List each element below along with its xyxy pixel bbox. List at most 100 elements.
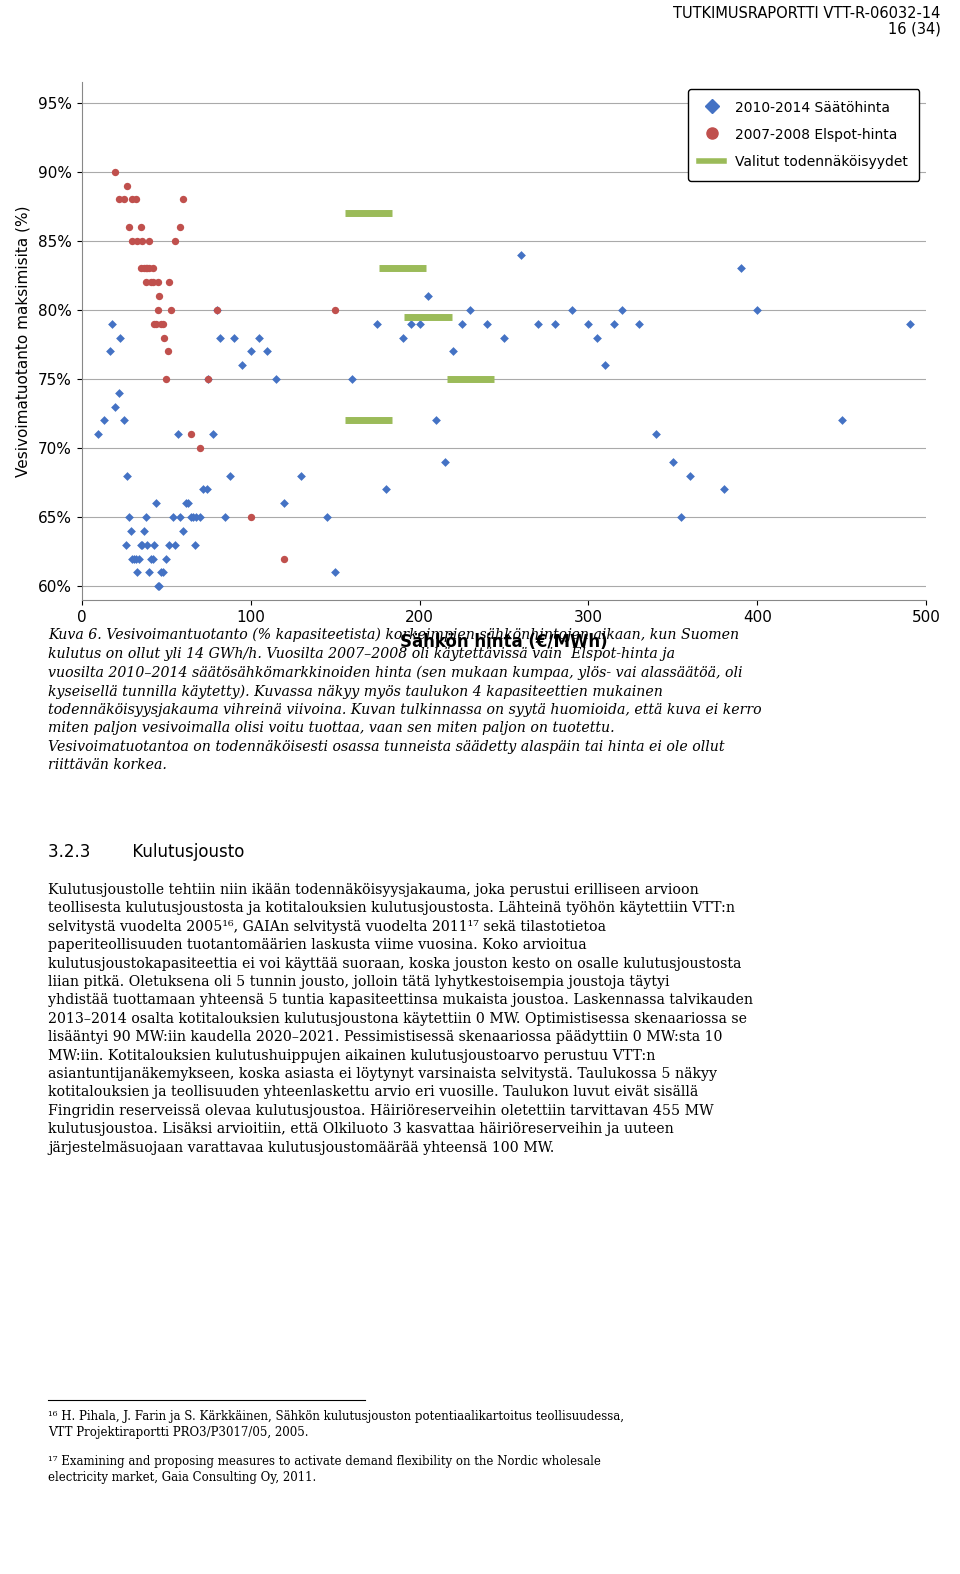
Point — [189, 505, 204, 530]
Point — [150, 269, 165, 294]
Point — [138, 505, 154, 530]
Point — [209, 297, 225, 323]
Point — [260, 338, 276, 364]
Point — [201, 367, 216, 392]
Point — [674, 505, 689, 530]
Point — [167, 532, 182, 557]
Point — [127, 546, 142, 571]
Point — [148, 312, 163, 337]
Point — [192, 436, 207, 461]
Point — [147, 312, 162, 337]
Point — [180, 491, 196, 516]
Point — [130, 228, 145, 253]
Point — [141, 257, 156, 282]
Point — [111, 187, 127, 212]
Point — [530, 312, 545, 337]
Point — [223, 463, 238, 488]
Point — [172, 214, 187, 239]
Text: 3.2.3        Kulutusjousto: 3.2.3 Kulutusjousto — [48, 844, 245, 861]
Point — [130, 560, 145, 586]
Point — [140, 532, 156, 557]
Point — [412, 312, 427, 337]
Point — [378, 477, 394, 502]
Point — [514, 242, 529, 268]
Point — [143, 269, 158, 294]
Point — [167, 228, 182, 253]
Text: 16 (34): 16 (34) — [888, 20, 941, 36]
Point — [145, 257, 160, 282]
Point — [138, 269, 154, 294]
Point — [606, 312, 621, 337]
Point — [145, 269, 160, 294]
Point — [496, 324, 512, 349]
X-axis label: Sähkön hinta (€/MWh): Sähkön hinta (€/MWh) — [400, 633, 608, 652]
Point — [125, 187, 140, 212]
Text: TUTKIMUSRAPORTTI VTT-R-06032-14: TUTKIMUSRAPORTTI VTT-R-06032-14 — [673, 5, 941, 20]
Point — [133, 532, 149, 557]
Point — [170, 422, 185, 447]
Point — [165, 505, 180, 530]
Point — [132, 546, 147, 571]
Point — [121, 505, 136, 530]
Point — [133, 214, 149, 239]
Point — [327, 560, 343, 586]
Text: ¹⁶ H. Pihala, J. Farin ja S. Kärkkäinen, Sähkön kulutusjouston potentiaalikartoi: ¹⁶ H. Pihala, J. Farin ja S. Kärkkäinen,… — [48, 1410, 624, 1439]
Point — [150, 573, 165, 598]
Point — [172, 505, 187, 530]
Point — [185, 505, 201, 530]
Point — [152, 573, 167, 598]
Point — [138, 257, 154, 282]
Point — [716, 477, 732, 502]
Point — [116, 408, 132, 433]
Point — [183, 505, 199, 530]
Text: Kulutusjoustolle tehtiin niin ikään todennäköisyysjakauma, joka perustui erillis: Kulutusjoustolle tehtiin niin ikään tode… — [48, 883, 753, 1155]
Point — [834, 408, 850, 433]
Point — [252, 324, 267, 349]
Point — [454, 312, 469, 337]
Point — [147, 532, 162, 557]
Point — [665, 449, 681, 474]
Point — [176, 518, 191, 543]
Point — [205, 422, 221, 447]
Legend: 2010-2014 Säätöhinta, 2007-2008 Elspot-hinta, Valitut todennäköisyydet: 2010-2014 Säätöhinta, 2007-2008 Elspot-h… — [688, 90, 920, 181]
Point — [162, 532, 178, 557]
Point — [134, 532, 150, 557]
Point — [294, 463, 309, 488]
Point — [96, 408, 111, 433]
Point — [103, 338, 118, 364]
Point — [176, 187, 191, 212]
Point — [437, 449, 452, 474]
Point — [196, 477, 211, 502]
Point — [140, 257, 156, 282]
Point — [901, 312, 917, 337]
Text: ¹⁷ Examining and proposing measures to activate demand flexibility on the Nordic: ¹⁷ Examining and proposing measures to a… — [48, 1454, 601, 1484]
Point — [199, 477, 214, 502]
Point — [212, 324, 228, 349]
Point — [162, 269, 178, 294]
Point — [403, 312, 419, 337]
Point — [201, 367, 216, 392]
Point — [598, 353, 613, 378]
Point — [141, 560, 156, 586]
Point — [125, 228, 140, 253]
Y-axis label: Vesivoimatuotanto maksimisita (%): Vesivoimatuotanto maksimisita (%) — [16, 205, 31, 477]
Point — [136, 257, 152, 282]
Point — [125, 546, 140, 571]
Point — [192, 505, 207, 530]
Point — [370, 312, 385, 337]
Point — [123, 518, 138, 543]
Point — [218, 505, 233, 530]
Point — [111, 381, 127, 406]
Point — [589, 324, 605, 349]
Point — [319, 505, 334, 530]
Point — [479, 312, 494, 337]
Point — [160, 338, 176, 364]
Point — [108, 159, 123, 184]
Point — [243, 505, 258, 530]
Point — [155, 560, 170, 586]
Point — [141, 228, 156, 253]
Point — [148, 491, 163, 516]
Point — [268, 367, 283, 392]
Point — [152, 283, 167, 309]
Point — [155, 312, 170, 337]
